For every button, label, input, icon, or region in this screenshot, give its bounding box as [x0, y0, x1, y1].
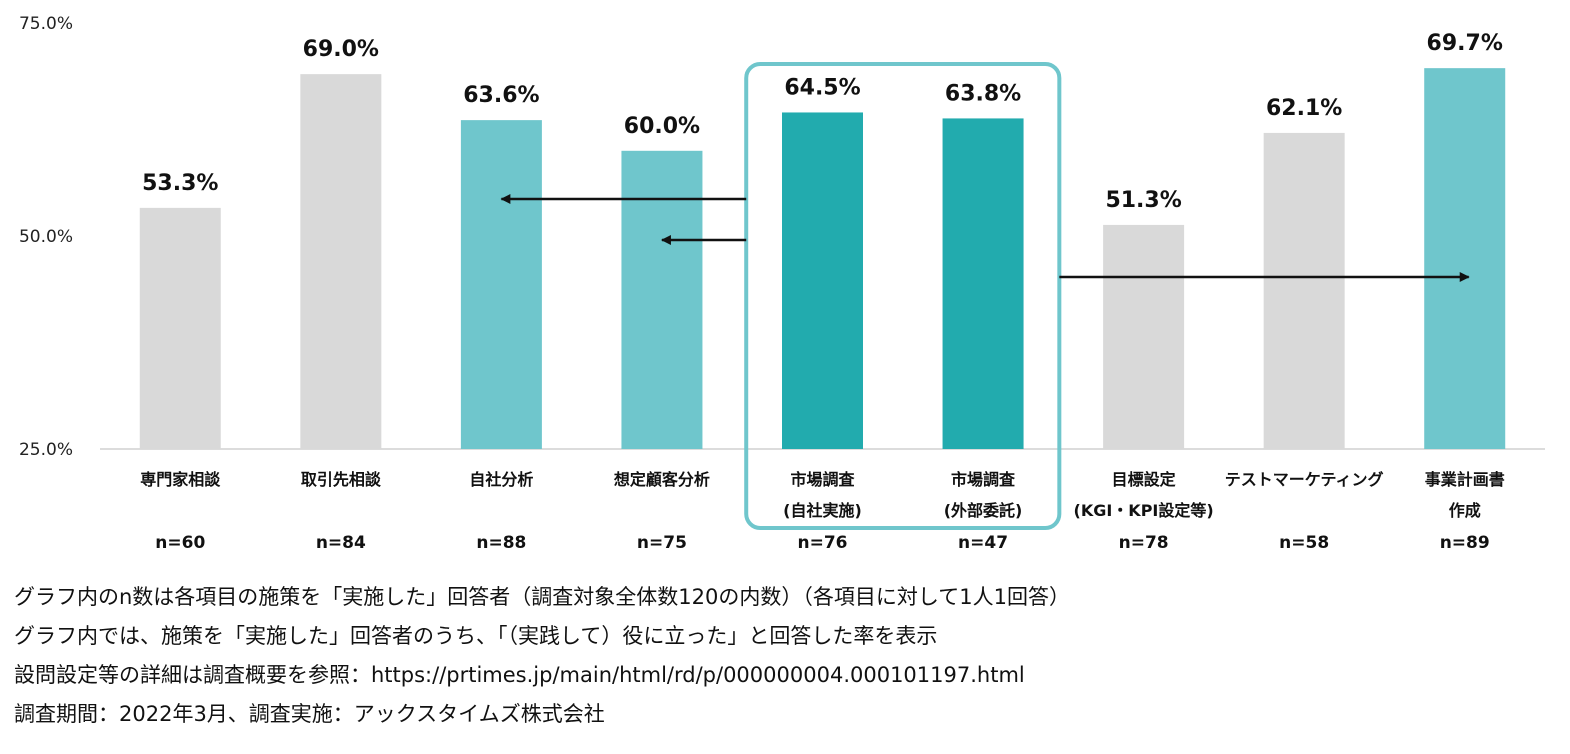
sample-size-label: n=78 — [1119, 533, 1169, 553]
value-label: 53.3% — [142, 171, 218, 196]
bar — [460, 120, 542, 450]
sample-size-label: n=88 — [476, 533, 526, 553]
y-tick-label: 50.0% — [19, 227, 73, 247]
category-label: 事業計画書 — [1425, 470, 1505, 489]
bar — [942, 118, 1024, 449]
value-label: 69.7% — [1427, 31, 1503, 56]
bar — [782, 112, 863, 450]
category-label: 自社分析 — [469, 470, 533, 489]
footnote-rate: グラフ内では、施策を「実施した」回答者のうち、「（実践して）役に立った」と回答し… — [14, 624, 938, 648]
category-label: 作成 — [1449, 501, 1481, 520]
footnote-survey-period: 調査期間：2022年3月、調査実施：アックスタイムズ株式会社 — [14, 702, 605, 726]
category-label: 市場調査 — [790, 470, 854, 489]
value-label: 69.0% — [303, 37, 379, 62]
category-label: (自社実施) — [783, 501, 862, 520]
bar — [1424, 68, 1506, 449]
bar — [1103, 224, 1185, 449]
category-label: (外部委託) — [944, 501, 1023, 520]
category-label: (KGI・KPI設定等) — [1074, 501, 1214, 520]
value-label: 51.3% — [1105, 188, 1181, 213]
arrows-group — [500, 194, 1470, 282]
sample-size-label: n=75 — [637, 533, 687, 553]
highlight-box — [744, 62, 1062, 530]
category-label: 専門家相談 — [140, 470, 221, 489]
y-axis: 75.0% 50.0% 25.0% — [19, 14, 73, 460]
bars-group — [139, 68, 1506, 450]
category-label: テストマーケティング — [1225, 470, 1384, 489]
value-label: 64.5% — [784, 75, 860, 100]
bar — [621, 150, 703, 450]
value-labels: 53.3% 69.0% 63.6% 60.0% 64.5% 63.8% 51.3% 62.1%… — [142, 31, 1503, 213]
footnotes: グラフ内のn数は各項目の施策を「実施した」回答者（調査対象全体数120の内数）（… — [14, 582, 1554, 738]
bar — [300, 74, 382, 450]
sample-size-label: n=76 — [797, 533, 847, 553]
category-label: 目標設定 — [1112, 470, 1176, 489]
sample-size-labels: n=60 n=84 n=88 n=75 n=76 n=47 n=78 n=58 n=89 — [155, 533, 1489, 553]
category-labels: 専門家相談 取引先相談 自社分析 想定顧客分析 市場調査 (自社実施) 市場調査 (外部委託)… — [140, 470, 1504, 520]
category-label: 市場調査 — [951, 470, 1015, 489]
value-label: 63.8% — [945, 81, 1021, 106]
sample-size-label: n=89 — [1440, 533, 1490, 553]
footnote-details: 設問設定等の詳細は調査概要を参照：https://prtimes.jp/main… — [14, 663, 1025, 687]
sample-size-label: n=84 — [316, 533, 366, 553]
category-label: 想定顧客分析 — [613, 470, 710, 489]
sample-size-label: n=47 — [958, 533, 1008, 553]
sample-size-label: n=60 — [155, 533, 205, 553]
category-label: 取引先相談 — [301, 470, 382, 489]
footnote-sample-size: グラフ内のn数は各項目の施策を「実施した」回答者（調査対象全体数120の内数）（… — [14, 585, 1070, 609]
y-tick-label: 25.0% — [19, 440, 73, 460]
bar — [1263, 132, 1345, 449]
sample-size-label: n=58 — [1279, 533, 1329, 553]
value-label: 62.1% — [1266, 96, 1342, 121]
value-label: 60.0% — [624, 114, 700, 139]
bar-chart: 75.0% 50.0% 25.0% 53.3% 69.0% 63.6% 60.0% 64.5… — [19, 14, 1545, 553]
bar — [139, 207, 221, 449]
y-tick-label: 75.0% — [19, 14, 73, 34]
value-label: 63.6% — [463, 83, 539, 108]
